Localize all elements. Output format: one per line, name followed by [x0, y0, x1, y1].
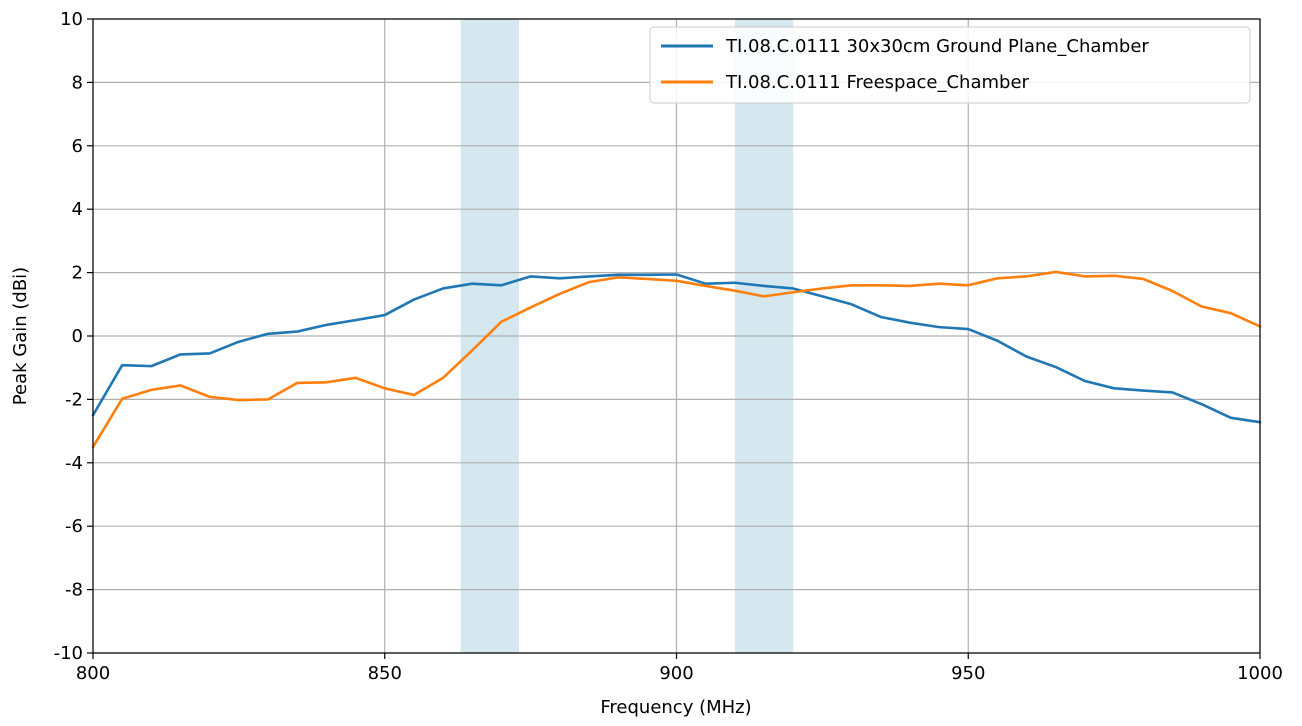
- y-tick-label: -6: [65, 516, 83, 537]
- y-axis-title: Peak Gain (dBi): [10, 267, 31, 405]
- x-tick-label: 950: [951, 663, 985, 684]
- x-tick-label: 900: [659, 663, 693, 684]
- legend-label-freespace: TI.08.C.0111 Freespace_Chamber: [725, 72, 1030, 93]
- series-line-2: [91, 270, 1262, 449]
- x-tick-label: 800: [76, 663, 110, 684]
- y-tick-label: -2: [65, 389, 83, 410]
- x-tick-label: 850: [368, 663, 402, 684]
- y-tick-label: -10: [54, 643, 83, 664]
- y-tick-label: 0: [72, 326, 83, 347]
- series-lines: [91, 270, 1262, 449]
- y-tick-label: 10: [60, 9, 83, 30]
- y-tick-label: 8: [72, 72, 83, 93]
- y-axis-ticks: -10 -8 -6 -4 -2 0 2 4 6 8 10: [54, 9, 93, 664]
- y-tick-label: 6: [72, 136, 83, 157]
- x-axis-ticks: 800 850 900 950 1000: [76, 653, 1283, 684]
- x-tick-label: 1000: [1237, 663, 1283, 684]
- y-tick-label: 2: [72, 263, 83, 284]
- y-tick-label: -8: [65, 580, 83, 601]
- legend-box: [649, 26, 1251, 104]
- legend: TI.08.C.0111 30x30cm Ground Plane_Chambe…: [649, 26, 1251, 104]
- legend-label-ground-plane: TI.08.C.0111 30x30cm Ground Plane_Chambe…: [725, 36, 1149, 57]
- x-axis-title: Frequency (MHz): [600, 697, 751, 718]
- y-tick-label: 4: [72, 199, 83, 220]
- series-line-1: [91, 273, 1262, 424]
- grid-lines: [92, 18, 1261, 654]
- y-tick-label: -4: [65, 453, 83, 474]
